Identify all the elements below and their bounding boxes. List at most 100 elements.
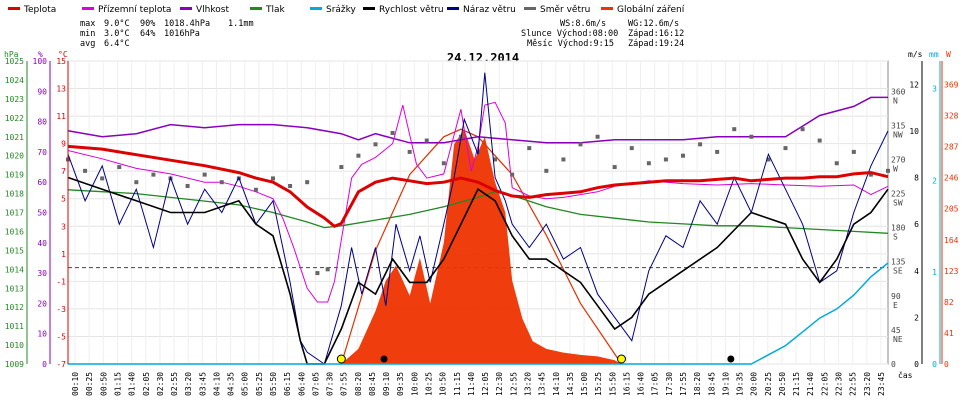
x-tick-label: 10:00 [410, 372, 419, 396]
tick-label: 1019 [5, 171, 24, 180]
legend-swatch [363, 7, 375, 10]
tick-label: 41 [944, 329, 954, 338]
x-tick-label: 21:40 [806, 372, 815, 396]
wind-direction-point [646, 161, 651, 166]
x-tick-label: 14:10 [552, 372, 561, 396]
wind-direction-point [441, 161, 446, 166]
legend-swatch [180, 7, 192, 10]
wind-axis: 12 10 8 6 4 2 0 [909, 61, 923, 369]
wind-direction-point [561, 157, 566, 162]
tick-label: 1013 [5, 284, 24, 293]
x-axis: 00:10 00:25 00:50 01:15 01:40 02:05 02:30 02:55… [71, 372, 886, 396]
x-tick-label: 05:00 [241, 372, 250, 396]
legend-item: Rychlost větru [363, 5, 444, 15]
wind-direction-point [629, 146, 634, 151]
legend-swatch [447, 7, 459, 10]
tick-label: 82 [944, 298, 954, 307]
tick-label: -5 [56, 332, 66, 341]
tick-label: 6 [914, 220, 919, 229]
wind-direction-point [271, 176, 275, 181]
tick-label: 3 [61, 222, 66, 231]
x-tick-label: 03:45 [198, 372, 207, 396]
wind-direction-point [851, 149, 856, 154]
x-tick-label: 07:30 [326, 372, 335, 396]
tick-label: 164 [944, 236, 959, 245]
tick-label: 1025 [5, 57, 24, 66]
axes: hPa% °C1025102410231022102110201019101810… [4, 50, 959, 396]
wind-direction-point [527, 146, 532, 151]
pressure-axis: 1025 1024 1023 1022 1021 1020 1019 1018 1017 1016… [5, 57, 28, 369]
info-moon-set: Západ:19:24 [628, 39, 684, 49]
x-tick-label: 22:05 [820, 372, 829, 396]
x-tick-label: 12:05 [481, 372, 490, 396]
tick-label: 225 [891, 190, 906, 199]
x-tick-label: 21:15 [792, 372, 801, 396]
x-tick-label: 10:50 [439, 372, 448, 396]
wind-direction-point [356, 153, 361, 158]
tick-label: 90 [37, 87, 47, 96]
legend-label: Přízemní teplota [98, 5, 171, 15]
tick-label: 9 [61, 140, 66, 149]
stat-rain: 1.1mm [228, 19, 254, 29]
wind-direction-point [407, 149, 412, 154]
x-tick-label: 08:20 [354, 372, 363, 396]
series-vlhkost [67, 96, 888, 144]
x-tick-label: 01:15 [113, 372, 122, 396]
tick-label: 0 [42, 360, 47, 369]
legend-label: Teplota [23, 5, 56, 15]
x-tick-label: 16:15 [622, 372, 631, 396]
x-tick-label: 23:20 [863, 372, 872, 396]
wind-direction-point [749, 134, 754, 139]
tick-label: 100 [33, 57, 48, 66]
x-tick-label: 03:20 [184, 372, 193, 396]
x-tick-label: 17:30 [665, 372, 674, 396]
tick-label: 180 [891, 224, 906, 233]
tick-label: 45 [891, 326, 901, 335]
wind-direction-point [800, 127, 805, 132]
x-tick-label: 04:35 [227, 372, 236, 396]
legend-item: Globální záření [601, 5, 685, 15]
x-tick-label: 00:10 [71, 372, 80, 396]
wind-direction-point [510, 172, 515, 177]
wind-direction-point [373, 142, 378, 147]
info-wg: WG:12.6m/s [628, 19, 679, 29]
tick-label: 1020 [5, 152, 24, 161]
stat-pressure: 1016hPa [164, 29, 200, 39]
moon-set-marker [727, 355, 735, 363]
x-tick-label: 18:20 [693, 372, 702, 396]
tick-letter: NW [893, 130, 903, 139]
rain-axis: 3 2 1 0 [932, 61, 941, 369]
tick-label: 11 [56, 112, 66, 121]
x-tick-label: 15:25 [594, 372, 603, 396]
tick-label: 135 [891, 258, 906, 267]
wind-direction-point [305, 180, 310, 185]
legend-label: Směr větru [540, 5, 590, 15]
legend-label: Globální záření [617, 5, 685, 15]
tick-label: 2 [914, 313, 919, 322]
x-tick-label: 20:25 [764, 372, 773, 396]
tick-label: 12 [909, 80, 919, 89]
legend-swatch [601, 7, 613, 10]
moon-rise-marker [380, 355, 388, 363]
wind-direction-point [715, 149, 720, 154]
series-naraz-vetru [67, 72, 889, 365]
legend-item: Tlak [250, 5, 286, 15]
wind-direction-point [100, 176, 105, 181]
tick-label: -7 [56, 360, 66, 369]
sun-rise-marker [336, 354, 346, 364]
legend-item: Směr větru [524, 5, 590, 15]
x-tick-label: 13:45 [538, 372, 547, 396]
wind-direction-point [83, 168, 88, 173]
stat-label: min [80, 29, 95, 39]
wind-direction-point [315, 271, 320, 276]
tick-letter: E [893, 301, 898, 310]
x-tick-label: 07:05 [311, 372, 320, 396]
x-tick-label: 19:10 [721, 372, 730, 396]
wind-direction-point [578, 142, 583, 147]
tick-label: 1012 [5, 303, 24, 312]
radiation-axis: 369 328 287 246 205 164 123 82 41 0 [941, 61, 959, 369]
wind-direction-point [834, 161, 839, 166]
wind-direction-point [595, 134, 600, 139]
legend-swatch [524, 7, 536, 10]
